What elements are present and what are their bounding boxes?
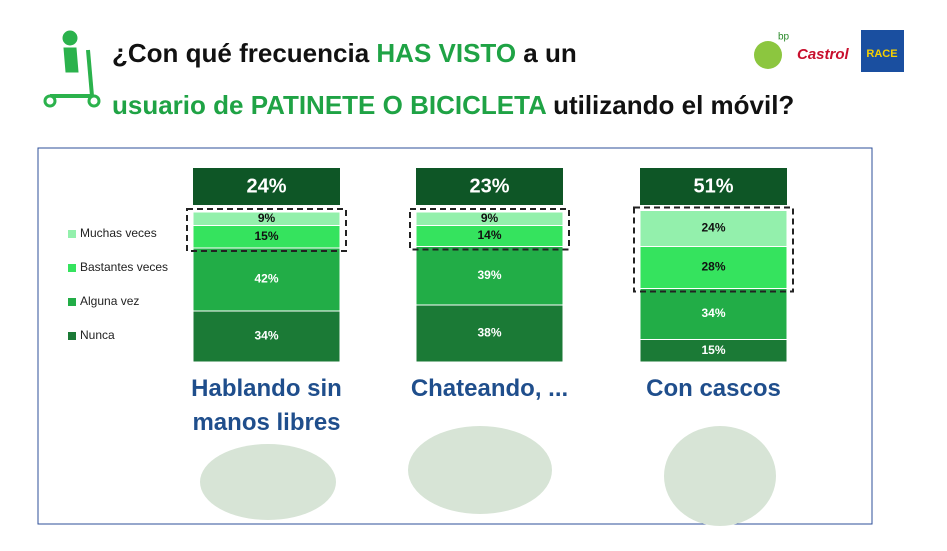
data-label: 9% bbox=[258, 211, 276, 225]
title-segment: usuario de PATINETE O BICICLETA bbox=[112, 90, 547, 120]
bar-segment bbox=[192, 247, 341, 312]
category-label-box: Hablando sin manos libres bbox=[191, 375, 342, 436]
total-label: 51% bbox=[693, 175, 733, 197]
logo-text: Castrol bbox=[797, 46, 850, 63]
logo-text: RACE bbox=[866, 48, 897, 60]
data-label: 15% bbox=[254, 229, 278, 243]
data-label: 14% bbox=[477, 228, 501, 242]
legend-swatch bbox=[68, 298, 76, 306]
bar-segment bbox=[639, 210, 788, 247]
category-label-box: Chateando, ... bbox=[410, 375, 569, 402]
legend-label: Nunca bbox=[80, 328, 115, 342]
total-label: 23% bbox=[469, 175, 509, 197]
data-label: 38% bbox=[477, 326, 501, 340]
category-label: Chateando, ... bbox=[410, 375, 569, 402]
legend-swatch bbox=[68, 230, 76, 238]
title-segment: ¿Con qué frecuencia bbox=[112, 38, 376, 68]
legend-swatch bbox=[68, 332, 76, 340]
bar-segment bbox=[192, 211, 341, 226]
category-label-box: Con cascos bbox=[646, 375, 781, 402]
bar-segment bbox=[192, 310, 341, 363]
legend-label: Alguna vez bbox=[80, 294, 139, 308]
title-segment: HAS VISTO bbox=[376, 38, 516, 68]
total-label: 24% bbox=[246, 175, 286, 197]
data-label: 15% bbox=[701, 343, 725, 357]
data-label: 39% bbox=[477, 268, 501, 282]
title-line: usuario de PATINETE O BICICLETA utilizan… bbox=[112, 90, 794, 120]
data-label: 9% bbox=[481, 211, 499, 225]
photos bbox=[200, 426, 776, 526]
highlight-box bbox=[186, 208, 347, 252]
bar-segment bbox=[415, 246, 564, 306]
data-label: 42% bbox=[254, 272, 278, 286]
panel bbox=[37, 147, 873, 525]
category-label: Con cascos bbox=[646, 375, 781, 402]
data-label: 24% bbox=[701, 221, 725, 235]
title-segment: a un bbox=[516, 38, 577, 68]
total-box bbox=[416, 168, 563, 205]
title-segment: utilizando el móvil? bbox=[546, 90, 794, 120]
highlight-box bbox=[633, 206, 794, 293]
bar-segment bbox=[639, 288, 788, 340]
data-label: 34% bbox=[701, 306, 725, 320]
legend-swatch bbox=[68, 264, 76, 272]
bar-segment bbox=[639, 246, 788, 289]
scooter-icon bbox=[43, 30, 101, 108]
logos: bp Castrol RACE bbox=[754, 30, 904, 72]
data-label: 34% bbox=[254, 329, 278, 343]
bp-logo bbox=[754, 41, 782, 69]
logo-text: bp bbox=[778, 32, 790, 43]
race-logo bbox=[861, 30, 904, 72]
bar-segment bbox=[415, 304, 564, 363]
data-label: 28% bbox=[701, 260, 725, 274]
total-box bbox=[640, 168, 787, 205]
total-box bbox=[193, 168, 340, 205]
legend-label: Bastantes veces bbox=[80, 260, 168, 274]
category-label: Hablando sin manos libres bbox=[191, 375, 342, 436]
legend-label: Muchas veces bbox=[80, 226, 157, 240]
bar-segment bbox=[415, 211, 564, 226]
title-line: ¿Con qué frecuencia HAS VISTO a un bbox=[112, 38, 577, 68]
